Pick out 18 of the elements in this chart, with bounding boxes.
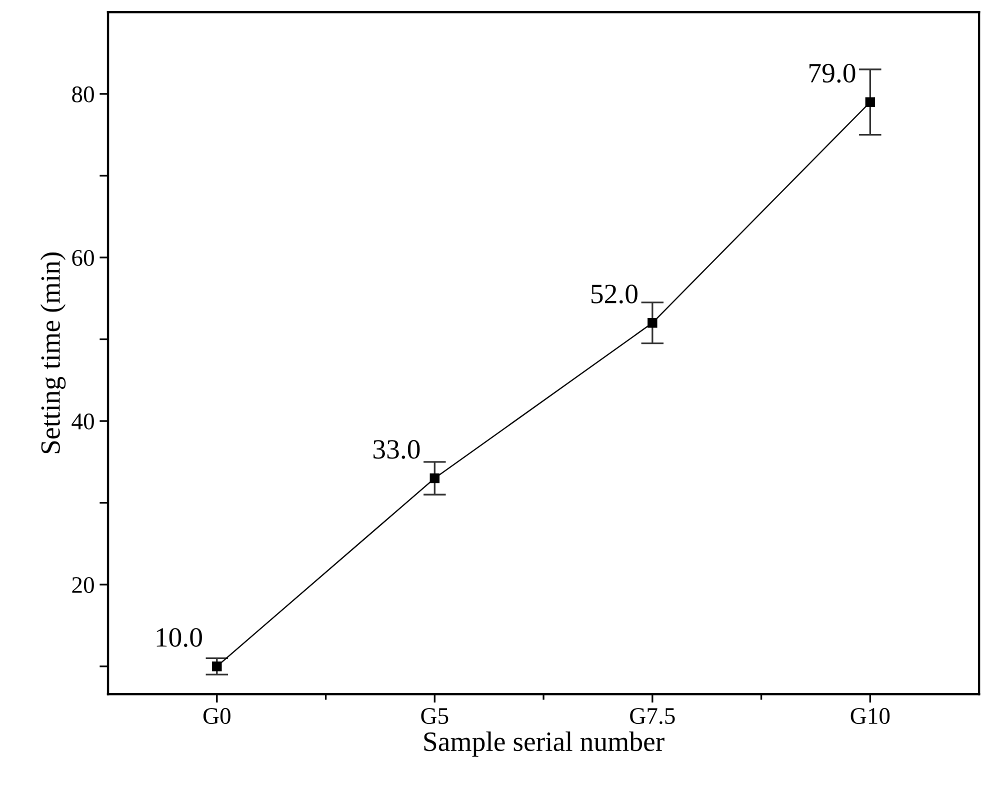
data-label: 79.0 <box>810 64 856 83</box>
point <box>430 473 440 484</box>
point <box>648 318 658 328</box>
y-tick-label: 60 <box>72 250 94 266</box>
x-axis-title: Sample serial number <box>424 732 664 757</box>
y-tick-label: 40 <box>72 414 94 430</box>
data-label: 33.0 <box>373 440 420 459</box>
x-tick-label: G0 <box>203 708 230 724</box>
x-tick-label: G7.5 <box>630 708 675 724</box>
x-tick-label: G10 <box>850 708 890 724</box>
y-tick-label: 20 <box>72 577 94 594</box>
y-axis-title: Setting time (min) <box>40 252 66 454</box>
data-label: 52.0 <box>592 284 638 304</box>
point <box>212 662 222 672</box>
y-tick-label: 80 <box>72 86 94 102</box>
point <box>865 97 876 107</box>
x-tick-label: G5 <box>421 708 448 724</box>
data-label: 10.0 <box>156 628 202 647</box>
